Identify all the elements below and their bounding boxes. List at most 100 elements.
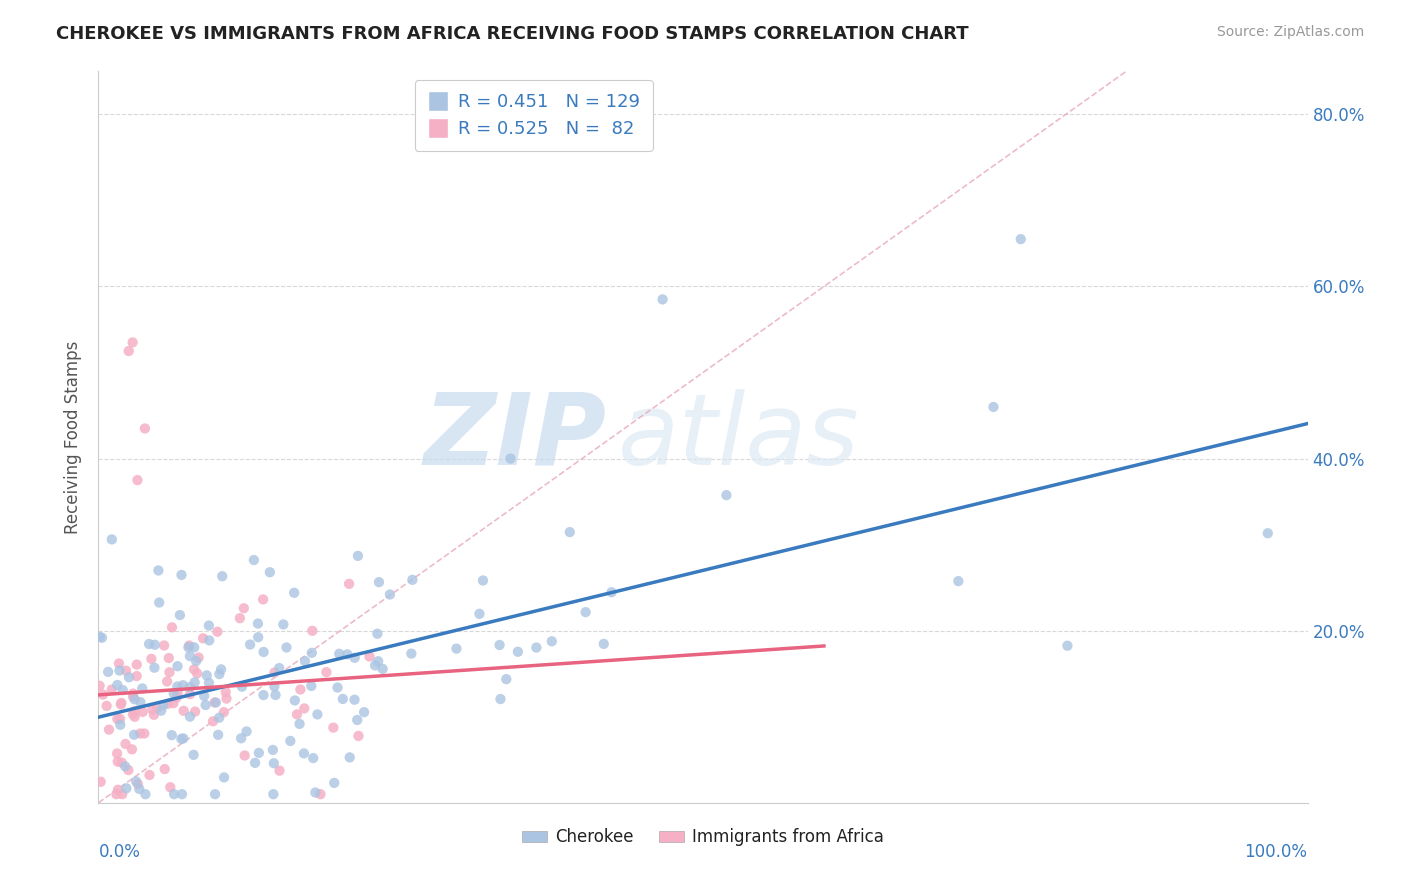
Point: [212, 705, 235, 719]
Point: [124, 704, 146, 718]
Point: [215, 685, 238, 699]
Point: [233, 748, 256, 763]
Point: [114, 737, 136, 751]
Point: [159, 665, 181, 680]
Point: [290, 682, 312, 697]
Point: [150, 704, 173, 718]
Point: [186, 666, 208, 681]
Point: [91, 631, 114, 645]
Point: [173, 704, 195, 718]
Point: [153, 639, 176, 653]
Text: CHEROKEE VS IMMIGRANTS FROM AFRICA RECEIVING FOOD STAMPS CORRELATION CHART: CHEROKEE VS IMMIGRANTS FROM AFRICA RECEI…: [56, 25, 969, 43]
Point: [309, 787, 332, 801]
Point: [1010, 232, 1032, 246]
Point: [301, 624, 323, 638]
Point: [262, 743, 284, 757]
Text: 100.0%: 100.0%: [1244, 843, 1308, 861]
Point: [179, 709, 201, 723]
Point: [122, 687, 145, 701]
Point: [108, 664, 131, 678]
Point: [468, 607, 491, 621]
Point: [194, 698, 217, 712]
Point: [285, 707, 308, 722]
Point: [524, 640, 547, 655]
Point: [143, 661, 166, 675]
Point: [163, 686, 186, 700]
Point: [212, 771, 235, 785]
Point: [471, 574, 494, 588]
Point: [184, 705, 207, 719]
Point: [111, 756, 134, 770]
Point: [337, 577, 360, 591]
Point: [262, 787, 284, 801]
Point: [247, 630, 270, 644]
Point: [495, 672, 517, 686]
Point: [152, 698, 174, 713]
Point: [179, 639, 201, 653]
Point: [142, 707, 165, 722]
Point: [235, 724, 257, 739]
Point: [401, 573, 423, 587]
Text: Source: ZipAtlas.com: Source: ZipAtlas.com: [1216, 25, 1364, 39]
Point: [89, 630, 111, 644]
Point: [299, 679, 322, 693]
Point: [231, 731, 253, 746]
Point: [378, 587, 401, 601]
Point: [183, 747, 205, 762]
Point: [105, 787, 128, 801]
Point: [294, 654, 316, 668]
Point: [160, 728, 183, 742]
Point: [264, 688, 287, 702]
Point: [246, 616, 269, 631]
Point: [315, 665, 337, 680]
Point: [125, 657, 148, 672]
Point: [107, 782, 129, 797]
Text: atlas: atlas: [619, 389, 860, 485]
Point: [307, 707, 329, 722]
Point: [983, 400, 1005, 414]
Point: [273, 617, 295, 632]
Point: [128, 781, 150, 796]
Point: [288, 717, 311, 731]
Point: [134, 726, 156, 740]
Point: [651, 293, 673, 307]
Point: [359, 649, 381, 664]
Point: [90, 774, 112, 789]
Point: [148, 564, 170, 578]
Point: [283, 586, 305, 600]
Point: [243, 553, 266, 567]
Point: [209, 662, 232, 676]
Point: [600, 585, 623, 599]
Point: [259, 566, 281, 580]
Point: [166, 690, 188, 705]
Point: [339, 750, 361, 764]
Point: [198, 633, 221, 648]
Point: [368, 575, 391, 590]
Point: [127, 777, 149, 791]
Point: [239, 638, 262, 652]
Point: [169, 608, 191, 623]
Point: [231, 680, 253, 694]
Point: [108, 712, 131, 726]
Point: [162, 696, 184, 710]
Point: [153, 762, 176, 776]
Point: [204, 696, 226, 710]
Point: [207, 624, 229, 639]
Point: [134, 421, 156, 435]
Point: [118, 670, 141, 684]
Point: [292, 701, 315, 715]
Point: [326, 681, 349, 695]
Point: [367, 654, 389, 668]
Point: [105, 747, 128, 761]
Point: [166, 686, 188, 700]
Point: [148, 595, 170, 609]
Point: [332, 692, 354, 706]
Point: [89, 679, 111, 693]
Point: [322, 721, 344, 735]
Point: [138, 768, 160, 782]
Point: [540, 634, 562, 648]
Point: [276, 640, 298, 655]
Point: [202, 714, 225, 729]
Point: [198, 618, 221, 632]
Point: [134, 787, 156, 801]
